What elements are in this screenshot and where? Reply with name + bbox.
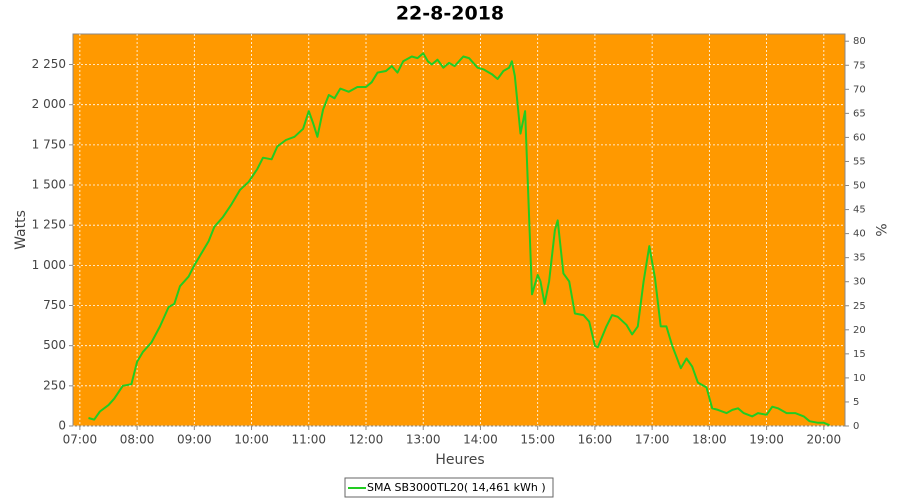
legend-label: SMA SB3000TL20( 14,461 kWh ) [367,481,546,494]
x-tick-label: 17:00 [635,433,670,447]
plot-area [72,33,846,427]
y2-tick-label: 25 [853,301,866,312]
x-tick-label: 12:00 [349,433,384,447]
x-tick-label: 15:00 [520,433,555,447]
y2-tick-label: 10 [853,373,866,384]
y2-tick-label: 60 [853,132,866,143]
x-tick-label: 19:00 [749,433,784,447]
y2-tick-label: 80 [853,36,866,47]
x-tick-label: 16:00 [578,433,613,447]
y2-tick-label: 0 [853,421,859,432]
y-tick-label: 1 250 [32,218,66,232]
x-axis-label: Heures [435,452,484,468]
y2-tick-label: 50 [853,181,866,192]
data-line [88,52,830,427]
y-tick-label: 2 000 [32,97,66,111]
x-tick-label: 09:00 [177,433,212,447]
y2-tick-label: 65 [853,108,866,119]
x-tick-label: 18:00 [692,433,727,447]
y2-tick-label: 75 [853,60,866,71]
y-tick-label: 250 [43,378,66,392]
y-tick-label: 2 250 [32,57,66,71]
y2-tick-label: 5 [853,397,859,408]
y-tick-label: 1 000 [32,258,66,272]
y-tick-label: 750 [43,298,66,312]
y-tick-label: 1 500 [32,178,66,192]
x-tick-label: 13:00 [406,433,441,447]
y-axis-label: Watts [13,210,29,250]
y2-tick-label: 35 [853,253,866,264]
x-tick-label: 07:00 [63,433,98,447]
x-tick-label: 08:00 [120,433,155,447]
y2-tick-label: 20 [853,325,866,336]
x-tick-label: 14:00 [463,433,498,447]
y-tick-label: 0 [58,419,66,433]
y2-tick-label: 30 [853,277,866,288]
y2-tick-label: 45 [853,205,866,216]
x-tick-label: 20:00 [807,433,842,447]
x-tick-label: 11:00 [291,433,326,447]
y-tick-label: 1 750 [32,137,66,151]
y2-tick-label: 55 [853,156,866,167]
legend-box [344,477,554,498]
y2-tick-label: 40 [853,229,866,240]
x-tick-label: 10:00 [234,433,269,447]
y-tick-label: 500 [43,338,66,352]
y2-tick-label: 70 [853,84,866,95]
y2-axis-label: % [872,223,888,236]
y2-tick-label: 15 [853,349,866,360]
chart-title: 22-8-2018 [396,3,504,25]
